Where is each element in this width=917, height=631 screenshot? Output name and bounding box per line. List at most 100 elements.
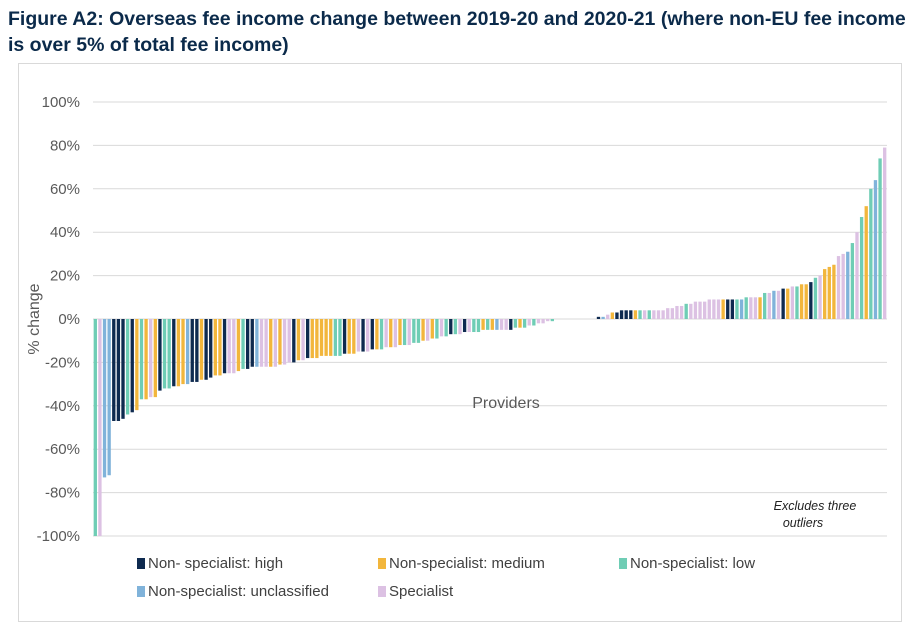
bar xyxy=(642,310,647,319)
bar xyxy=(153,319,157,398)
bar xyxy=(873,180,878,319)
bar xyxy=(449,319,453,335)
bar xyxy=(453,319,458,335)
bar xyxy=(753,297,758,319)
bar xyxy=(416,319,421,343)
bar xyxy=(204,319,208,380)
bar xyxy=(744,297,748,319)
bar xyxy=(472,319,476,333)
bar xyxy=(707,299,711,319)
bar xyxy=(527,319,531,326)
bar xyxy=(458,319,462,335)
bar xyxy=(255,319,259,367)
y-tick-label: 40% xyxy=(50,224,80,241)
legend-label: Non- specialist: high xyxy=(148,555,283,572)
bar xyxy=(776,290,781,319)
bar xyxy=(412,319,416,343)
legend-swatch xyxy=(378,558,386,569)
legend-label: Specialist xyxy=(389,583,454,600)
bar xyxy=(195,319,199,382)
bar xyxy=(305,319,310,359)
bar xyxy=(393,319,398,348)
bar xyxy=(301,319,305,361)
bar xyxy=(712,299,716,319)
bar xyxy=(476,319,481,333)
bar xyxy=(245,319,250,369)
bar xyxy=(162,319,167,389)
bar xyxy=(606,314,610,319)
bar xyxy=(726,299,730,319)
bar xyxy=(444,319,448,337)
bar xyxy=(190,319,194,382)
bar xyxy=(716,299,721,319)
bar xyxy=(430,319,434,339)
bar xyxy=(647,310,651,319)
bar xyxy=(864,206,868,319)
bar xyxy=(278,319,282,365)
bar xyxy=(629,310,633,319)
bar xyxy=(112,319,116,421)
bar xyxy=(218,319,222,376)
bar xyxy=(121,319,125,419)
bar xyxy=(172,319,176,387)
bar xyxy=(633,310,638,319)
bar xyxy=(518,319,522,328)
bar xyxy=(786,288,790,319)
bar xyxy=(421,319,425,341)
y-tick-label: 100% xyxy=(42,94,80,111)
bar xyxy=(495,319,499,330)
bar xyxy=(656,310,661,319)
bar xyxy=(702,301,707,319)
legend-swatch xyxy=(137,558,145,569)
legend-swatch xyxy=(378,586,386,597)
bar xyxy=(869,188,873,319)
bar xyxy=(292,319,296,363)
bar xyxy=(841,253,845,319)
bar xyxy=(804,284,808,319)
bar xyxy=(735,299,739,319)
bar xyxy=(296,319,301,361)
legend-swatch xyxy=(619,558,627,569)
bar xyxy=(541,319,545,324)
bar xyxy=(375,319,379,350)
bar xyxy=(389,319,393,348)
bar xyxy=(181,319,185,385)
bar xyxy=(781,288,785,319)
bar xyxy=(513,319,518,328)
y-tick-label: -80% xyxy=(45,485,80,502)
bar xyxy=(227,319,231,374)
y-axis-ticks: 100% 80% 60% 40% 20% 0% -20% -40% -60% -80% -100% xyxy=(37,94,80,545)
bar xyxy=(435,319,439,339)
bar xyxy=(329,319,333,356)
bar xyxy=(398,319,402,346)
y-tick-label: -20% xyxy=(45,354,80,371)
bar xyxy=(499,319,504,330)
bar xyxy=(846,251,850,319)
bar xyxy=(379,319,384,350)
bar xyxy=(310,319,314,359)
bar xyxy=(859,217,864,319)
bar xyxy=(209,319,213,378)
bar xyxy=(342,319,347,354)
bar xyxy=(102,319,107,478)
legend-swatch xyxy=(137,586,145,597)
bar xyxy=(426,319,430,341)
bar xyxy=(809,282,813,319)
bar xyxy=(282,319,287,365)
y-tick-label: 60% xyxy=(50,181,80,198)
bar xyxy=(596,316,601,319)
bar xyxy=(236,319,241,372)
legend: Non- specialist: high Non-specialist: med… xyxy=(137,555,755,600)
bar xyxy=(772,290,776,319)
bar xyxy=(287,319,291,363)
bar xyxy=(850,243,855,319)
bar xyxy=(813,277,818,319)
bar xyxy=(250,319,254,367)
bar xyxy=(139,319,144,400)
bar xyxy=(836,256,841,319)
bar xyxy=(319,319,324,356)
bar xyxy=(823,269,827,319)
y-tick-label: 20% xyxy=(50,268,80,285)
bar xyxy=(749,297,753,319)
